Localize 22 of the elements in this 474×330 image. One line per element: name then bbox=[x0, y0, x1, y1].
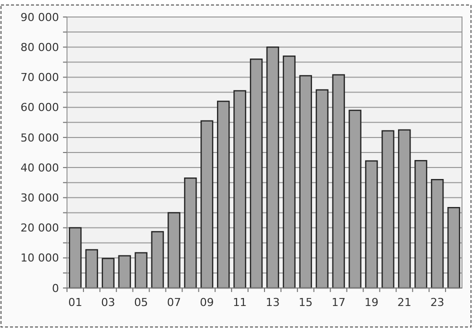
y-tick-label: 50 000 bbox=[20, 131, 59, 144]
x-tick-label: 09 bbox=[200, 296, 214, 309]
x-tick-label: 05 bbox=[134, 296, 148, 309]
y-tick-label: 80 000 bbox=[20, 40, 59, 54]
y-tick-label: 0 bbox=[52, 282, 59, 295]
x-tick-label: 07 bbox=[166, 296, 181, 309]
y-tick-label: 90 000 bbox=[20, 10, 59, 24]
x-tick-label: 21 bbox=[397, 296, 412, 309]
y-tick-label: 60 000 bbox=[20, 101, 59, 114]
x-tick-label: 13 bbox=[266, 296, 280, 309]
x-tick-label: 01 bbox=[68, 296, 82, 309]
x-tick-label: 03 bbox=[101, 296, 116, 309]
y-tick-label: 10 000 bbox=[20, 252, 59, 265]
x-tick-label: 17 bbox=[332, 296, 346, 309]
y-tick-label: 30 000 bbox=[20, 192, 59, 205]
y-tick-label: 20 000 bbox=[20, 222, 59, 235]
x-tick-label: 23 bbox=[430, 296, 444, 309]
x-tick-label: 11 bbox=[232, 296, 247, 309]
y-tick-label: 40 000 bbox=[20, 161, 59, 174]
x-tick-label: 15 bbox=[298, 296, 313, 309]
y-tick-label: 70 000 bbox=[20, 71, 59, 84]
x-tick-label: 19 bbox=[364, 296, 378, 309]
